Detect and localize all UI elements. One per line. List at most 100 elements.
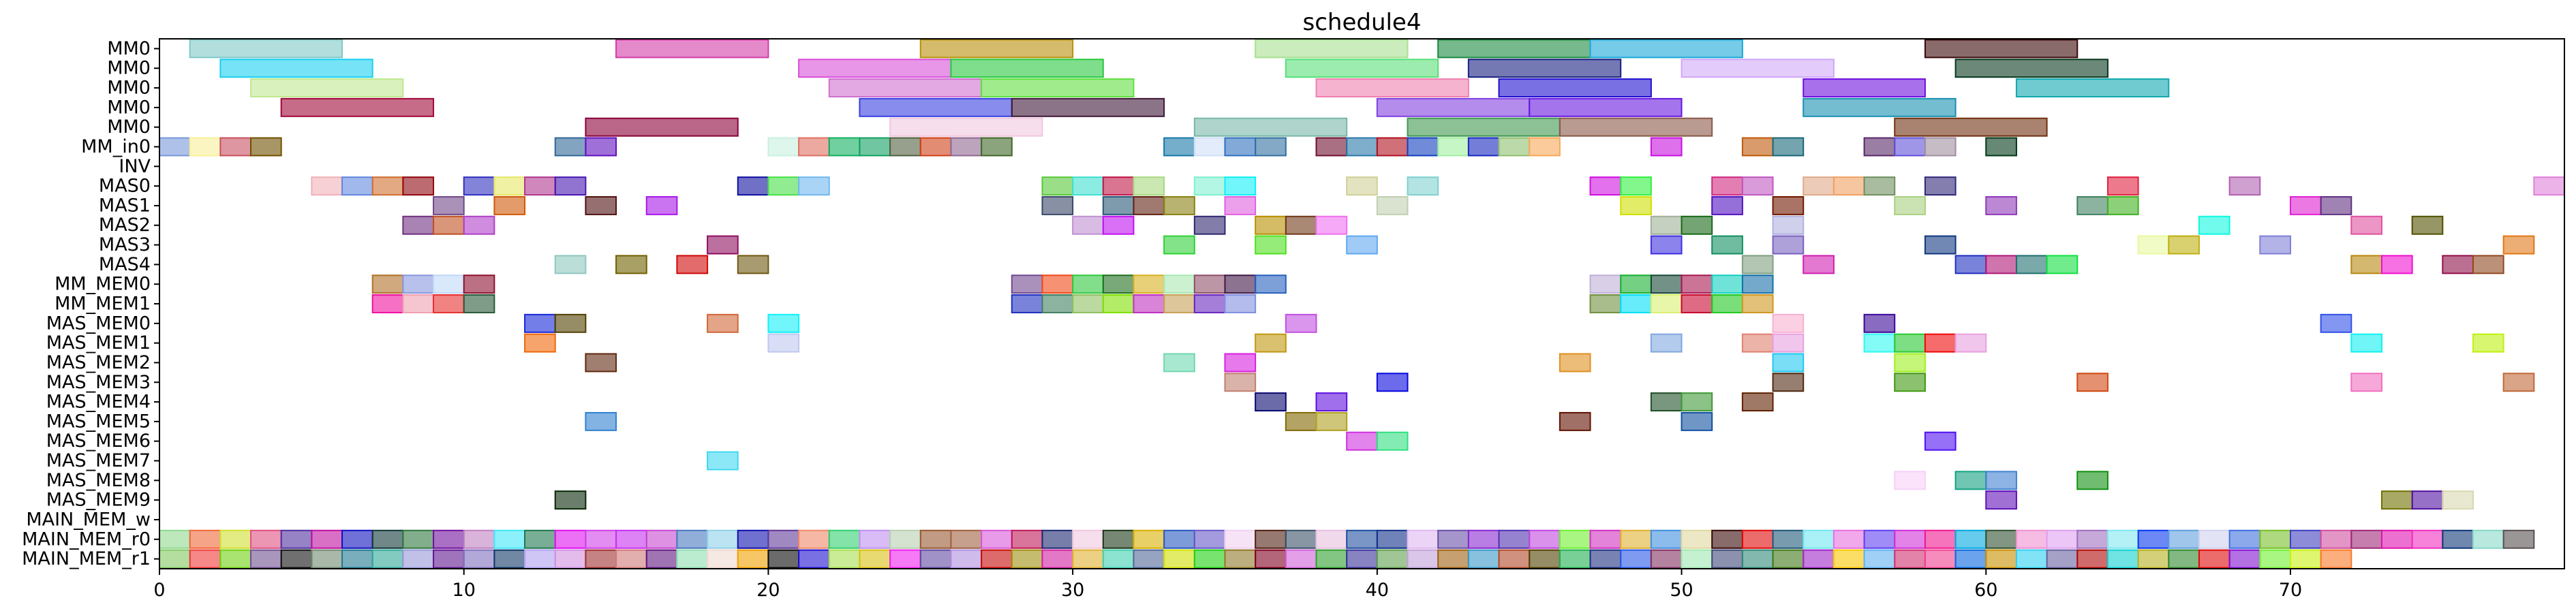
task-bar [1650, 529, 1683, 549]
task-bar [1193, 294, 1226, 313]
task-bar [1894, 373, 1926, 392]
task-bar [1041, 274, 1074, 294]
y-tick-label: MAS_MEM1 [46, 332, 151, 353]
task-bar [2502, 373, 2535, 392]
task-bar [1163, 195, 1195, 215]
task-bar [1498, 78, 1652, 98]
task-bar [463, 215, 495, 235]
task-bar [1589, 549, 1622, 569]
task-bar [767, 549, 800, 569]
task-bar [1102, 176, 1135, 196]
task-bar [524, 549, 556, 569]
task-bar [1894, 195, 1926, 215]
task-bar [1224, 353, 1257, 373]
task-bar [2380, 255, 2413, 274]
task-bar [2137, 549, 2170, 569]
task-bar [737, 176, 769, 196]
task-bar [159, 549, 191, 569]
task-bar [1224, 137, 1257, 157]
task-bar [1620, 294, 1652, 313]
task-bar [585, 137, 617, 157]
task-bar [371, 549, 404, 569]
y-tick-label: MAS_MEM5 [46, 411, 151, 432]
task-bar [1985, 137, 2017, 157]
task-bar [1285, 529, 1317, 549]
task-bar [1681, 274, 1713, 294]
task-bar [1467, 59, 1622, 78]
task-bar [1224, 274, 1257, 294]
task-bar [1985, 195, 2017, 215]
task-bar [2168, 529, 2200, 549]
task-bar [2350, 529, 2382, 549]
task-bar [371, 294, 404, 313]
task-bar [767, 529, 800, 549]
task-bar [889, 529, 921, 549]
task-bar [250, 549, 282, 569]
task-bar [1741, 392, 1774, 412]
task-bar [554, 529, 587, 549]
y-tick-label: MAS4 [99, 254, 151, 275]
task-bar [1041, 294, 1074, 313]
task-bar [1193, 117, 1348, 137]
task-bar [889, 137, 921, 157]
chart-title: schedule4 [1302, 9, 1421, 36]
task-bar [1803, 97, 1957, 117]
task-bar [159, 137, 191, 157]
task-bar [463, 549, 495, 569]
task-bar [707, 451, 739, 471]
task-bar [311, 529, 343, 549]
task-bar [919, 39, 1074, 59]
y-tick-label: MAS_MEM4 [46, 392, 151, 413]
task-bar [2289, 549, 2322, 569]
task-bar [1133, 294, 1165, 313]
task-bar [2320, 195, 2352, 215]
task-bar [1954, 529, 1987, 549]
task-bar [433, 274, 465, 294]
task-bar [1163, 274, 1195, 294]
task-bar [2472, 333, 2504, 353]
y-tick-label: MM_in0 [81, 136, 151, 157]
task-bar [402, 215, 435, 235]
task-bar [1833, 529, 1865, 549]
task-bar [280, 549, 313, 569]
task-bar [554, 255, 587, 274]
task-bar [1255, 333, 1287, 353]
task-bar [341, 549, 373, 569]
task-bar [1985, 255, 2017, 274]
task-bar [1894, 333, 1926, 353]
task-bar [1437, 137, 1469, 157]
task-bar [219, 549, 252, 569]
x-tick-label: 20 [756, 580, 780, 601]
task-bar [554, 313, 587, 333]
task-bar [1924, 39, 2079, 59]
task-bar [2198, 529, 2230, 549]
task-bar [2533, 176, 2565, 196]
task-bar [1255, 529, 1287, 549]
task-bar [1498, 549, 1531, 569]
task-bar [1498, 137, 1531, 157]
task-bar [2198, 215, 2230, 235]
task-bar [1589, 176, 1622, 196]
task-bar [1985, 529, 2017, 549]
task-bar [1437, 39, 1591, 59]
x-tick-label: 0 [153, 580, 165, 601]
task-bar [1954, 471, 1987, 490]
task-bar [554, 176, 587, 196]
y-tick-label: MM_MEM1 [55, 294, 151, 315]
task-bar [1954, 549, 1987, 569]
task-bar [767, 137, 800, 157]
task-bar [1954, 59, 2109, 78]
task-bar [1924, 549, 1957, 569]
task-bar [1924, 137, 1957, 157]
task-bar [1772, 313, 1805, 333]
task-bar [859, 137, 891, 157]
task-bar [828, 529, 861, 549]
task-bar [1102, 215, 1135, 235]
task-bar [585, 353, 617, 373]
task-bar [1589, 39, 1743, 59]
task-bar [1041, 549, 1074, 569]
task-bar [2076, 471, 2109, 490]
task-bar [1741, 529, 1774, 549]
task-bar [2350, 333, 2382, 353]
y-tick-label: MAS1 [99, 195, 151, 216]
